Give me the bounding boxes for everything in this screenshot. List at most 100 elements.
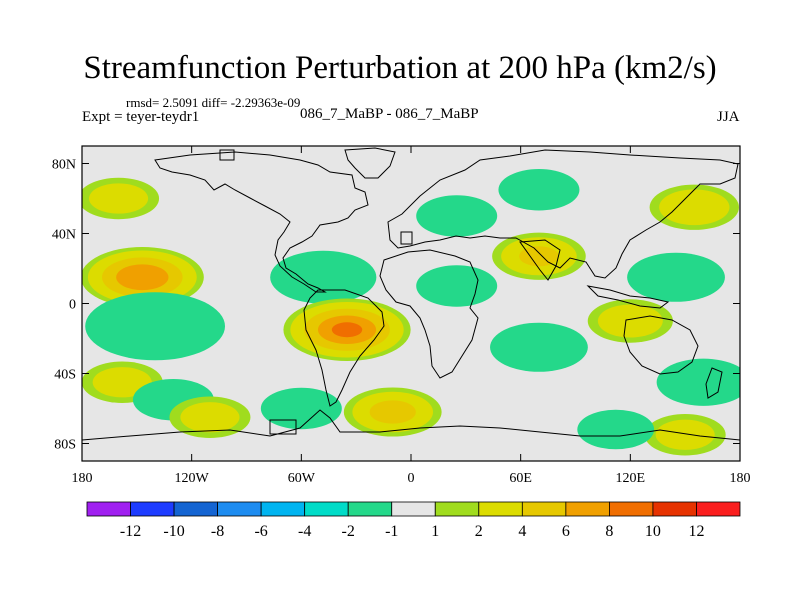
coastline-india [519, 239, 561, 281]
x-tick-label: 180 [730, 471, 751, 486]
anomaly-17 [649, 184, 740, 230]
anomaly-2 [82, 177, 160, 220]
colorbar-label: -8 [211, 523, 224, 540]
colorbar-label: -10 [163, 523, 184, 540]
colorbar-swatch [130, 501, 175, 517]
chart-title: Streamfunction Perturbation at 200 hPa (… [83, 50, 717, 86]
colorbar-swatch [565, 501, 610, 517]
anomaly-9 [260, 387, 342, 430]
anomaly-0 [82, 247, 204, 308]
anomaly-7 [283, 298, 411, 361]
x-tick-label: 120E [616, 471, 646, 486]
anomaly-13 [490, 322, 588, 372]
contour-band [416, 265, 498, 307]
center-label: 086_7_MaBP - 086_7_MaBP [300, 106, 479, 122]
experiment-label: Expt = teyer-teydr1 [82, 109, 200, 125]
y-tick-label: 80S [54, 438, 76, 453]
colorbar-swatch [347, 501, 393, 517]
contour-band [260, 387, 342, 430]
coastline-australia [623, 315, 699, 375]
colorbar-swatch [521, 501, 567, 517]
colorbar-label: 12 [688, 523, 704, 540]
colorbar-label: 6 [562, 523, 570, 540]
x-tick-label: 60E [509, 471, 532, 486]
colorbar-swatch [86, 501, 131, 517]
coastline-layer [82, 147, 740, 441]
anomaly-8 [343, 387, 442, 437]
coastline-new-zealand [705, 367, 723, 399]
y-tick-label: 40S [54, 368, 76, 383]
colorbar-swatch [652, 501, 697, 517]
anomaly-1 [85, 292, 226, 361]
anomaly-10 [416, 195, 498, 237]
contour-band [180, 402, 240, 433]
coastline-eurasia [387, 149, 739, 279]
colorbar-swatch [478, 501, 523, 517]
colorbar: -12 -10 -8 -6 -4 -2 -1 1 2 4 6 8 10 12 [86, 501, 741, 540]
anomaly-16 [627, 252, 725, 302]
season-label: JJA [717, 109, 740, 125]
contour-band [116, 264, 169, 291]
colorbar-label: -12 [120, 523, 141, 540]
coastline-antarctica [82, 409, 740, 441]
anomaly-12 [416, 265, 498, 307]
colorbar-label: 4 [518, 523, 526, 540]
contour-band [89, 183, 149, 214]
contour-band [577, 409, 655, 450]
colorbar-label: -1 [385, 523, 398, 540]
stats-label: rmsd= 2.5091 diff= -2.29363e-09 [126, 95, 301, 110]
coastline-indonesia [586, 285, 670, 309]
contour-band [519, 246, 559, 267]
coastline-north-america [154, 151, 369, 293]
colorbar-swatch [434, 501, 480, 517]
axis-layer: 180 120W 60W 0 60E 120E 180 80N 40N 0 40S 80S [52, 146, 751, 486]
x-tick-label: 180 [72, 471, 93, 486]
anomaly-5 [169, 396, 251, 438]
contour-band [655, 419, 715, 450]
anomaly-14 [498, 169, 580, 211]
x-tick-label: 0 [408, 471, 415, 486]
contour-band [490, 322, 588, 372]
contour-band [85, 292, 226, 361]
contour-band [369, 400, 416, 424]
colorbar-swatch [304, 501, 349, 517]
colorbar-swatch [217, 501, 262, 517]
anomaly-20 [577, 409, 655, 450]
colorbar-label: 8 [605, 523, 613, 540]
contour-band [659, 189, 730, 226]
contour-band [270, 250, 377, 304]
coastline-south-america [303, 289, 385, 407]
contour-band [627, 252, 725, 302]
y-tick-label: 40N [52, 228, 76, 243]
coastline-greenland [344, 147, 396, 179]
x-tick-label: 120W [175, 471, 210, 486]
anomaly-15 [587, 299, 673, 343]
contour-fill-layer [82, 169, 740, 456]
colorbar-swatch [609, 501, 654, 517]
colorbar-swatch [391, 501, 436, 517]
colorbar-swatch [696, 501, 741, 517]
colorbar-swatch [173, 501, 218, 517]
coastline-island [269, 419, 297, 435]
coastline-island [400, 231, 413, 245]
colorbar-label: 1 [431, 523, 439, 540]
colorbar-label: -6 [254, 523, 267, 540]
contour-band [416, 195, 498, 237]
anomaly-19 [644, 414, 726, 456]
coastline-africa [379, 249, 479, 379]
x-tick-label: 60W [288, 471, 316, 486]
colorbar-swatch [260, 501, 306, 517]
contour-band [597, 304, 663, 338]
contour-band [498, 169, 580, 211]
y-tick-label: 0 [69, 298, 76, 313]
coastline-island [219, 149, 235, 161]
anomaly-6 [270, 250, 377, 304]
contour-band [92, 367, 152, 398]
colorbar-label: -2 [342, 523, 355, 540]
colorbar-label: 10 [645, 523, 661, 540]
contour-band [656, 358, 740, 406]
anomaly-11 [492, 232, 586, 280]
y-tick-label: 80N [52, 158, 76, 173]
colorbar-label: -4 [298, 523, 311, 540]
